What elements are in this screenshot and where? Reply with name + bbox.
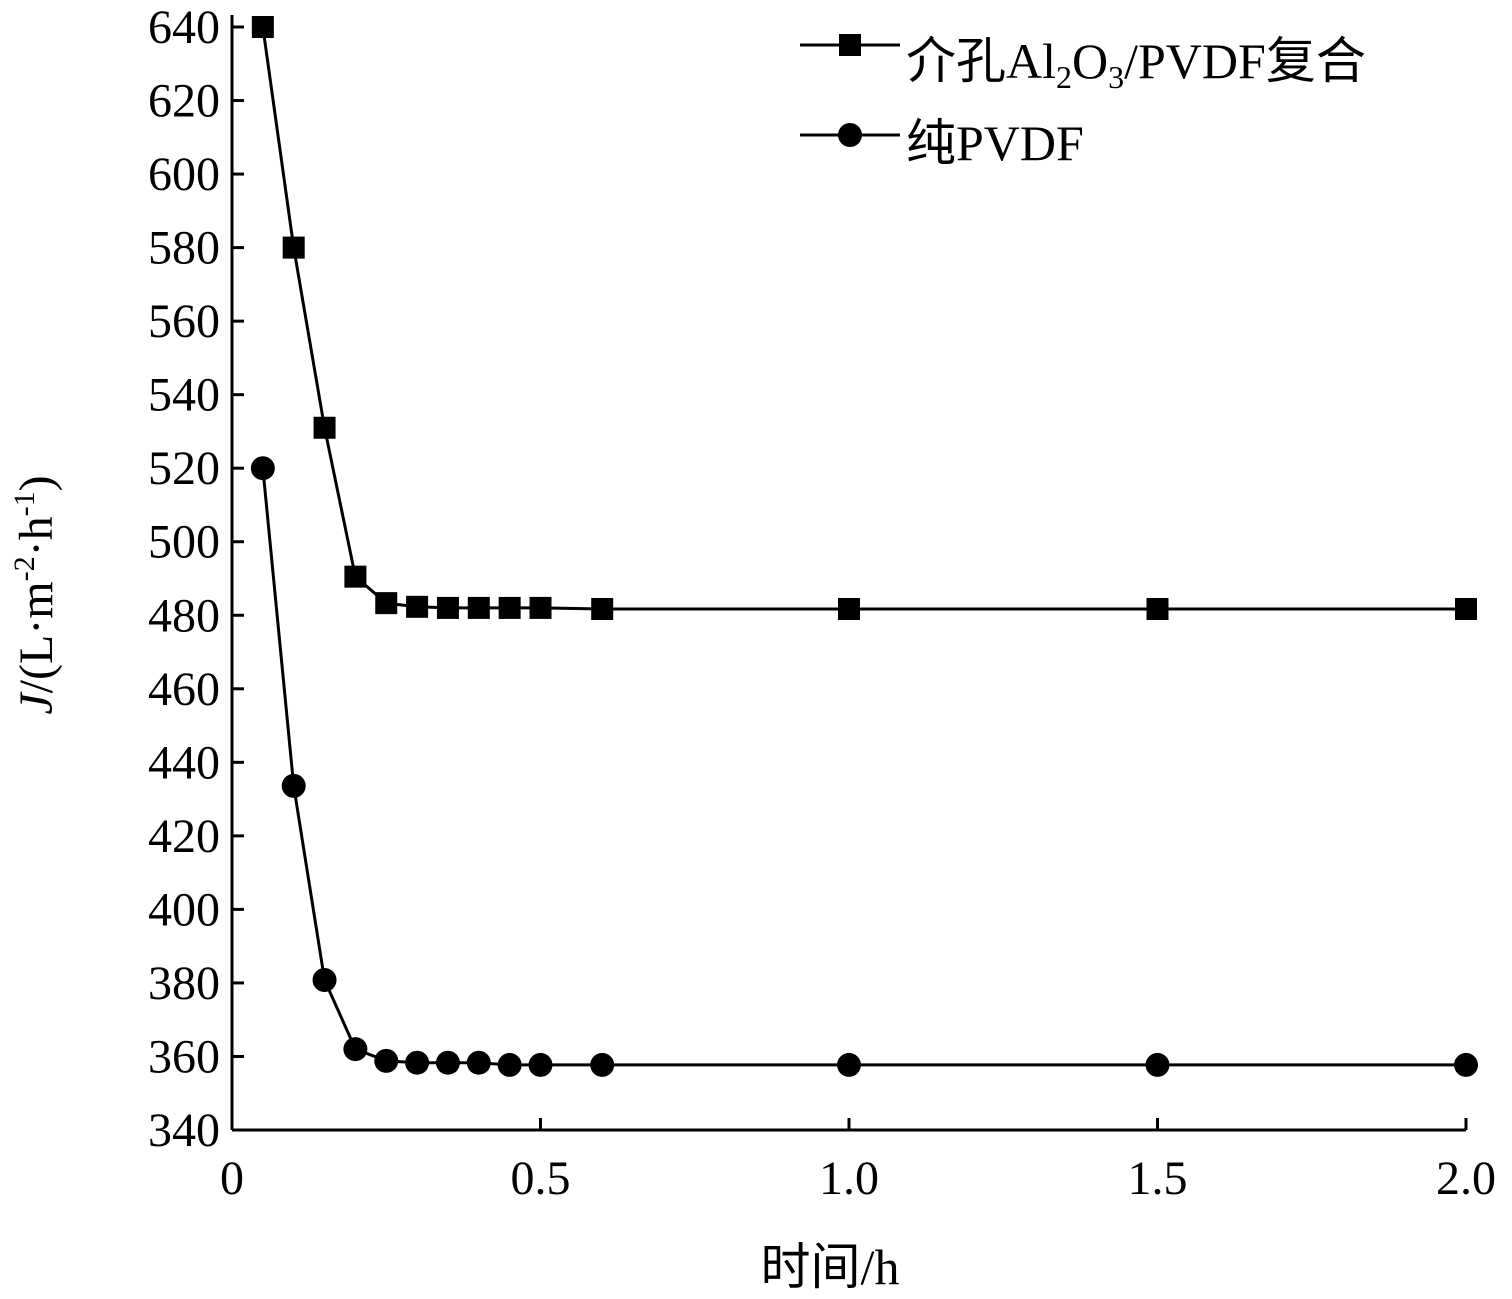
- data-point-square: [591, 598, 614, 621]
- y-tick-label: 640: [148, 1, 220, 54]
- data-point-square: [436, 596, 459, 619]
- data-point-square: [838, 598, 860, 621]
- y-tick-label: 580: [148, 222, 220, 275]
- axes: [230, 15, 1466, 1132]
- y-tick-label: 480: [148, 589, 220, 642]
- y-tick-label: 440: [148, 736, 220, 789]
- data-point-circle: [837, 1052, 861, 1077]
- y-tick-label: 360: [148, 1030, 220, 1083]
- data-point-circle: [528, 1052, 553, 1077]
- y-tick-label: 500: [148, 516, 220, 569]
- series-composite: [251, 16, 1477, 621]
- x-tick-label: 1.5: [1128, 1152, 1188, 1205]
- data-point-circle: [281, 773, 306, 798]
- data-point-square: [1146, 598, 1169, 621]
- data-point-circle: [590, 1052, 615, 1077]
- y-axis-label: J/(L·m-2·h-1): [8, 475, 63, 714]
- legend: 介孔Al2O3/PVDF复合 纯PVDF: [800, 33, 1366, 171]
- x-tick-label: 1.0: [819, 1152, 879, 1205]
- y-tick-label: 540: [148, 369, 220, 422]
- y-tick-label: 460: [148, 663, 220, 716]
- ticks: 340 360 380 400 420 440 460 480 500 520 540 560 580 6…: [148, 1, 1496, 1205]
- data-point-circle: [312, 967, 337, 992]
- y-tick-label: 600: [148, 148, 220, 201]
- legend-label-pure-pvdf: 纯PVDF: [906, 115, 1084, 171]
- series-line: [261, 468, 1466, 1067]
- data-point-square: [467, 596, 490, 619]
- data-point-square: [1455, 598, 1477, 621]
- data-point-circle: [435, 1050, 460, 1075]
- data-point-square: [251, 16, 274, 38]
- x-tick-label: 0.5: [511, 1152, 571, 1205]
- data-point-circle: [374, 1048, 399, 1073]
- data-point-circle: [343, 1037, 368, 1062]
- data-point-square: [344, 565, 367, 588]
- data-point-circle: [405, 1050, 430, 1075]
- data-point-square: [282, 236, 305, 259]
- x-tick-label: 0: [220, 1152, 244, 1205]
- legend-label-composite: 介孔Al2O3/PVDF复合: [906, 33, 1366, 95]
- legend-circle-marker: [838, 123, 862, 147]
- y-tick-label: 420: [148, 810, 220, 863]
- y-tick-label: 620: [148, 75, 220, 128]
- y-tick-label: 400: [148, 883, 220, 936]
- data-point-square: [529, 596, 552, 619]
- x-axis-label: 时间/h: [761, 1239, 900, 1295]
- data-point-circle: [497, 1052, 522, 1077]
- x-tick-label: 2.0: [1436, 1152, 1496, 1205]
- data-point-circle: [1454, 1052, 1478, 1077]
- legend-square-marker: [839, 34, 861, 56]
- data-point-circle: [1145, 1052, 1170, 1077]
- data-point-square: [375, 592, 398, 615]
- series-pure-pvdf: [250, 456, 1478, 1077]
- data-point-circle: [466, 1050, 491, 1075]
- y-tick-label: 340: [148, 1104, 220, 1157]
- data-point-square: [498, 596, 521, 619]
- data-point-square: [313, 416, 336, 439]
- data-point-square: [406, 595, 429, 618]
- legend-item-composite: 介孔Al2O3/PVDF复合: [800, 33, 1366, 95]
- series-line: [261, 26, 1466, 611]
- y-tick-label: 380: [148, 957, 220, 1010]
- legend-item-pure-pvdf: 纯PVDF: [800, 115, 1084, 171]
- y-tick-label: 560: [148, 295, 220, 348]
- y-tick-label: 520: [148, 442, 220, 495]
- data-point-circle: [250, 456, 275, 481]
- series: [250, 16, 1478, 1077]
